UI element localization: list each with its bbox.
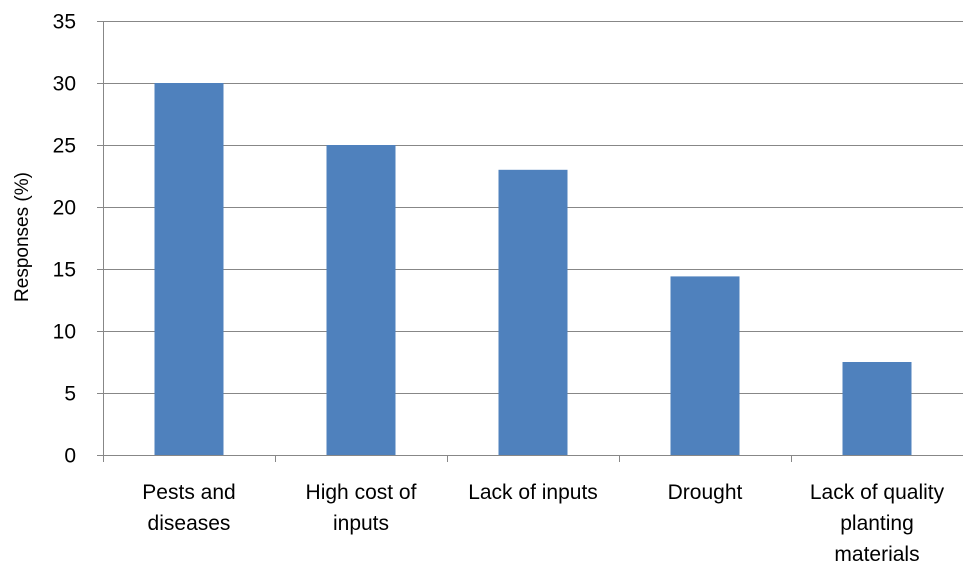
x-tick-label: Pests and diseases xyxy=(142,481,235,535)
x-tick-label: Lack of quality planting materials xyxy=(810,481,945,566)
x-tick-label-line: Drought xyxy=(668,481,743,504)
x-tick-label-line: High cost of xyxy=(306,481,417,504)
x-tick-label-line: planting xyxy=(840,512,914,535)
bar xyxy=(154,83,224,455)
y-tick-label: 25 xyxy=(53,135,76,158)
bar xyxy=(670,276,740,455)
x-tick-label: Drought xyxy=(668,481,743,504)
bar xyxy=(842,362,912,455)
x-tick-label-line: inputs xyxy=(333,512,389,535)
y-tick-label: 35 xyxy=(53,11,76,34)
x-tick-label: Lack of inputs xyxy=(468,481,598,504)
x-tick-label-line: Lack of quality xyxy=(810,481,945,504)
x-tick-label-line: Pests and xyxy=(142,481,235,504)
x-tick-label-line: Lack of inputs xyxy=(468,481,598,504)
y-axis-label: Responses (%) xyxy=(12,172,33,302)
bar xyxy=(326,145,396,455)
x-tick-label-line: materials xyxy=(834,543,919,566)
y-tick-label: 30 xyxy=(53,73,76,96)
bar xyxy=(498,169,568,456)
y-tick-label: 0 xyxy=(64,445,76,468)
x-tick-labels: Pests and diseases High cost of inputs Lack … xyxy=(142,481,944,566)
x-tick-label: High cost of inputs xyxy=(306,481,417,535)
x-tick-label-line: diseases xyxy=(148,512,231,535)
y-tick-label: 10 xyxy=(53,321,76,344)
y-tick-label: 20 xyxy=(53,197,76,220)
y-tick-labels: 0 5 10 15 20 25 30 35 xyxy=(53,11,76,468)
bars xyxy=(154,83,912,456)
y-tick-label: 5 xyxy=(64,383,76,406)
axes xyxy=(97,21,963,462)
y-tick-label: 15 xyxy=(53,259,76,282)
